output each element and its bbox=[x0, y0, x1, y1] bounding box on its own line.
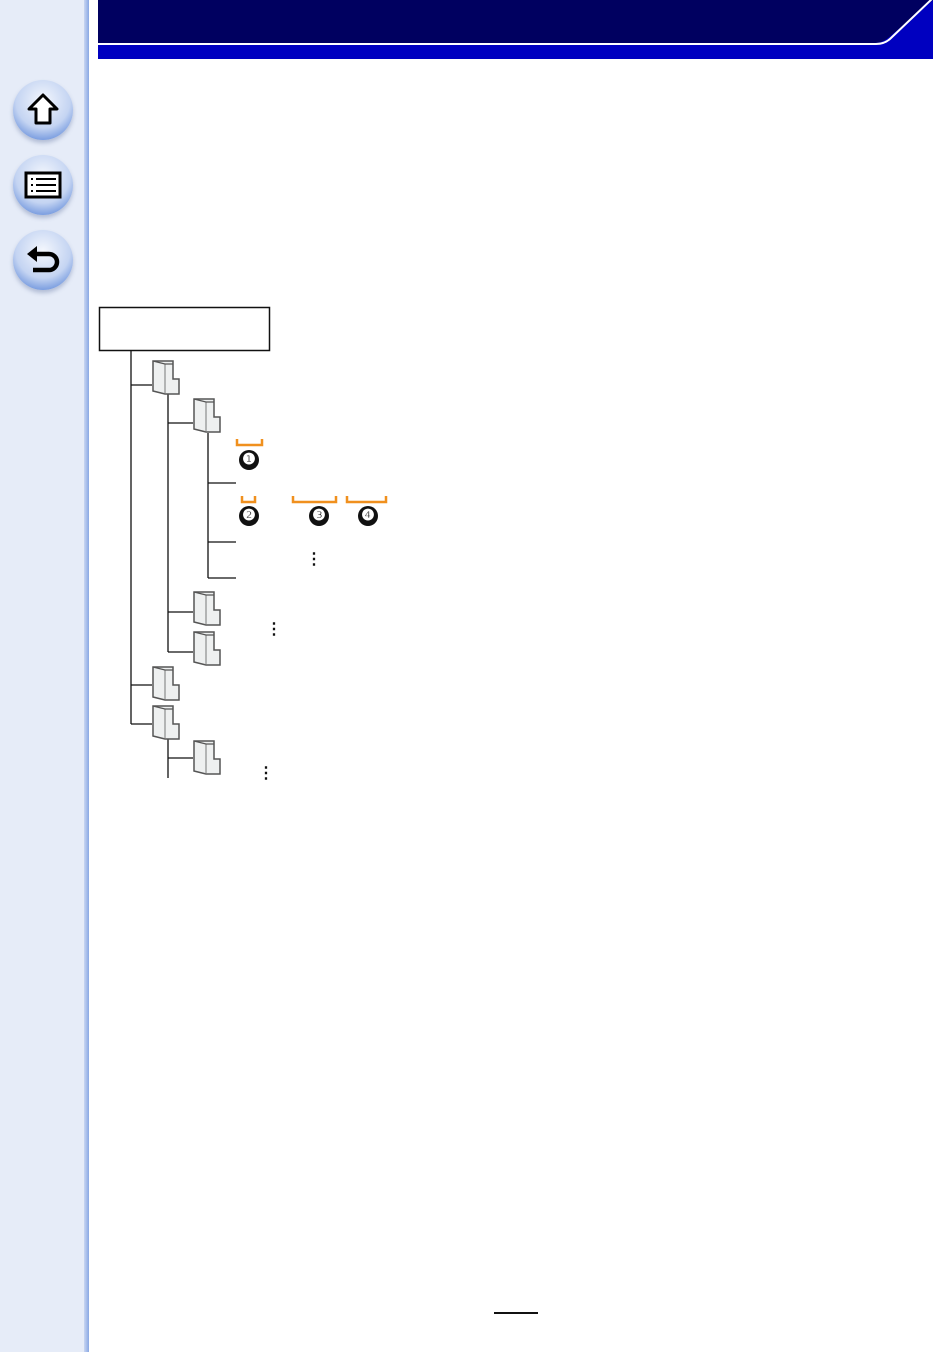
folder-icon bbox=[152, 666, 180, 701]
callout-marker-4: ❹ bbox=[358, 506, 378, 526]
folder-icon bbox=[152, 360, 180, 395]
back-button[interactable] bbox=[13, 230, 73, 290]
page-number-underline bbox=[494, 1312, 538, 1314]
home-icon bbox=[27, 93, 59, 125]
ellipsis: ⋮ bbox=[306, 551, 322, 568]
folder-icon bbox=[152, 705, 180, 740]
tree-lines bbox=[130, 351, 236, 778]
orange-brackets bbox=[235, 439, 388, 504]
sidebar bbox=[0, 0, 84, 1352]
root-box bbox=[98, 306, 271, 352]
page-header-banner bbox=[98, 0, 933, 59]
contents-button[interactable] bbox=[13, 155, 73, 215]
folder-icon bbox=[193, 591, 221, 626]
sidebar-divider bbox=[84, 0, 89, 1352]
return-icon bbox=[27, 246, 60, 273]
folder-icon bbox=[193, 398, 221, 433]
callout-marker-1: ❶ bbox=[239, 450, 259, 470]
ellipsis: ⋮ bbox=[266, 621, 282, 638]
callout-marker-3: ❸ bbox=[309, 506, 329, 526]
list-icon bbox=[24, 171, 62, 199]
ellipsis: ⋮ bbox=[258, 765, 274, 782]
folder-icon bbox=[193, 631, 221, 666]
folder-icon bbox=[193, 740, 221, 775]
callout-marker-2: ❷ bbox=[239, 506, 259, 526]
home-button[interactable] bbox=[13, 80, 73, 140]
